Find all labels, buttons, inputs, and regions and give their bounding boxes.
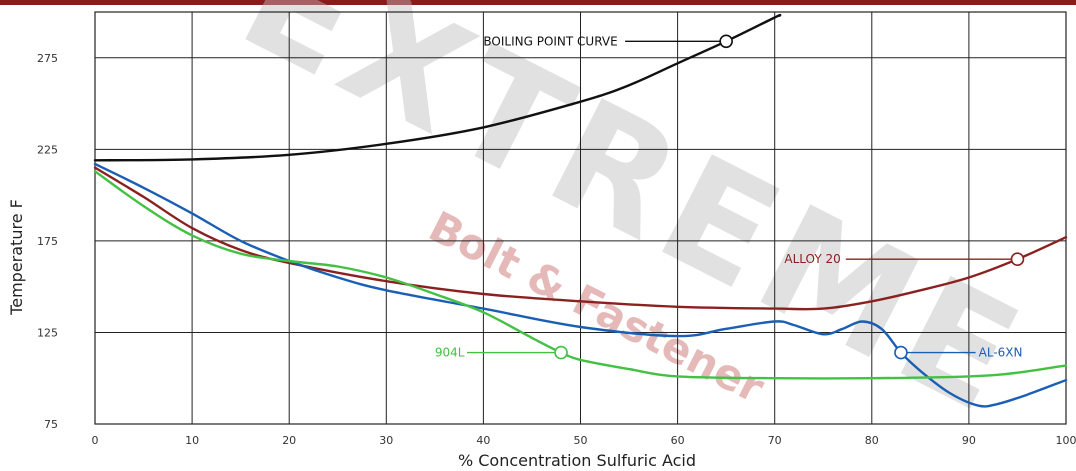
- x-tick-label: 90: [962, 434, 976, 447]
- annotation-marker-al-6xn: [894, 345, 908, 360]
- annotation-marker-boiling-point-curve: [719, 34, 733, 49]
- x-tick-label: 40: [476, 434, 490, 447]
- y-tick-label: 225: [37, 143, 58, 156]
- x-tick-label: 60: [671, 434, 685, 447]
- grid: [94, 11, 1067, 425]
- x-tick-label: 0: [92, 434, 99, 447]
- series-line-alloy-20: [93, 166, 1068, 311]
- x-tick-label: 100: [1056, 434, 1076, 447]
- x-tick-label: 50: [574, 434, 588, 447]
- y-tick-label: 175: [37, 235, 58, 248]
- y-tick-label: 125: [37, 326, 58, 339]
- annotation-label-alloy-20: ALLOY 20: [784, 252, 840, 266]
- tick-labels: 0 10 20 30 40 50 60 70 80 90 100 75 125 175 225 275: [37, 52, 1076, 447]
- x-tick-label: 10: [185, 434, 199, 447]
- annotation-marker-alloy-20: [1010, 252, 1025, 267]
- annotation-marker-904l: [554, 345, 568, 360]
- annotation-label-boiling-point-curve: BOILING POINT CURVE: [483, 34, 617, 48]
- x-tick-label: 30: [379, 434, 393, 447]
- x-tick-label: 80: [865, 434, 879, 447]
- x-tick-label: 20: [282, 434, 296, 447]
- annotations: BOILING POINT CURVE ALLOY 20 AL-6XN 904L: [435, 34, 1025, 360]
- y-tick-label: 275: [37, 52, 58, 65]
- y-tick-label: 75: [44, 418, 58, 431]
- y-axis-title: Temperature F: [7, 199, 26, 316]
- watermark-word: EXTREME: [217, 0, 1050, 449]
- header-bar: [0, 0, 1076, 5]
- x-tick-label: 70: [768, 434, 782, 447]
- annotation-label-904l: 904L: [435, 346, 465, 360]
- x-axis-title: % Concentration Sulfuric Acid: [458, 451, 696, 470]
- annotation-label-al-6xn: AL-6XN: [979, 346, 1023, 360]
- series-line-904l: [93, 170, 1068, 380]
